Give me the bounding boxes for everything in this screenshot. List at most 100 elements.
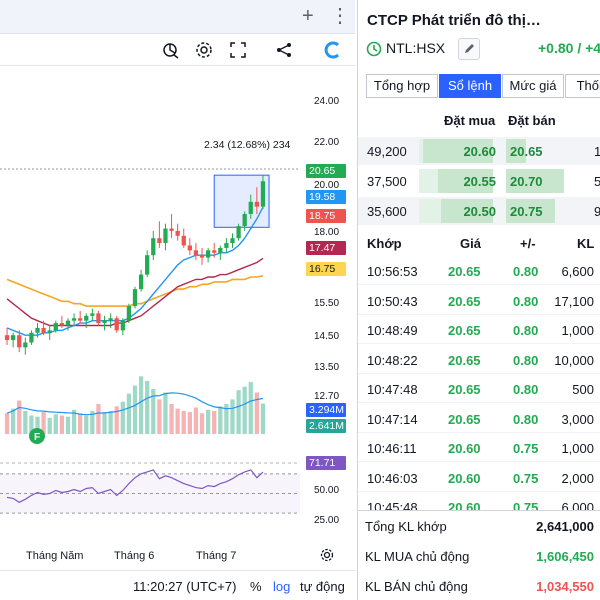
trade-row[interactable]: 10:48:22 20.65 0.80 10,000 [358, 345, 600, 374]
candle-body [65, 320, 71, 326]
candle-body [169, 228, 174, 231]
ask-depth-bar [506, 169, 564, 193]
candle [90, 308, 95, 321]
ask-price: 20.70 [510, 174, 543, 189]
volume-bar [205, 409, 211, 434]
price-axis-label: 14.50 [314, 331, 340, 342]
measure-box[interactable] [213, 174, 270, 228]
volume-bar [248, 382, 253, 434]
candle [157, 221, 162, 248]
volume-bar [102, 412, 107, 434]
candle-body [212, 250, 217, 253]
trade-row[interactable]: 10:47:14 20.65 0.80 3,000 [358, 404, 600, 433]
trades-change-header: +/- [520, 236, 536, 251]
trade-change: 0.80 [513, 323, 539, 338]
volume-bar [236, 390, 241, 434]
price-chart[interactable]: F [0, 66, 355, 540]
candle-body [114, 318, 119, 331]
more-icon[interactable]: ⋮ [330, 5, 350, 27]
volume-bar [59, 415, 65, 434]
volume-bar [138, 376, 144, 434]
candle [187, 238, 192, 256]
price-axis-label: 24.00 [314, 96, 340, 107]
candle-body [151, 238, 156, 256]
candle-body [199, 255, 205, 258]
fullscreen-icon[interactable] [227, 39, 249, 61]
candle [254, 187, 259, 214]
candle [23, 337, 28, 355]
candle-body [47, 330, 52, 333]
add-tab-button[interactable]: + [302, 5, 314, 27]
chart-panel[interactable]: + ⋮ F 24.00 22.00 20.00 18.00 15.50 14.50 13.5… [0, 0, 355, 600]
candle-body [224, 243, 229, 248]
edit-icon[interactable] [458, 38, 480, 60]
tab-statistics[interactable]: Thống [565, 74, 600, 98]
summary-value: 2,641,000 [536, 519, 594, 534]
gear-icon[interactable] [193, 39, 215, 61]
candle-body [53, 323, 58, 331]
dividend-flag[interactable]: F [29, 428, 45, 444]
volume-bar [212, 410, 217, 434]
time-axis: Tháng Năm Tháng 6 Tháng 7 [0, 540, 355, 570]
candle-body [205, 250, 211, 258]
volume-bar [254, 392, 259, 434]
candle [260, 175, 266, 210]
gear-icon[interactable] [320, 548, 334, 567]
candle [236, 223, 241, 241]
trade-volume: 1,000 [561, 323, 594, 338]
trade-change: 0.80 [513, 264, 539, 279]
volume-bar [47, 417, 52, 434]
share-icon[interactable] [273, 39, 295, 61]
price-tag-low_range: 18.75 [306, 209, 346, 223]
trade-price: 20.65 [448, 411, 481, 427]
trade-row[interactable]: 10:46:11 20.60 0.75 1,000 [358, 433, 600, 462]
auto-toggle[interactable]: tự động [300, 579, 345, 594]
dividend-flag-circle[interactable] [29, 428, 45, 444]
chart-tab-bar: + ⋮ [0, 0, 355, 34]
volume-bar [23, 410, 28, 434]
summary-label: KL MUA chủ động [365, 549, 470, 564]
trade-row[interactable]: 10:48:49 20.65 0.80 1,000 [358, 315, 600, 344]
tab-orderbook[interactable]: Sổ lệnh [439, 74, 501, 98]
candle [145, 250, 150, 278]
candle-body [254, 201, 259, 207]
trade-row[interactable]: 10:47:48 20.65 0.80 500 [358, 374, 600, 403]
volume-bar [17, 400, 22, 434]
tab-summary[interactable]: Tổng hợp [366, 74, 438, 98]
tab-price-levels[interactable]: Mức giá [502, 74, 564, 98]
orderbook-row[interactable]: 37,500 20.55 20.70 5 [358, 167, 600, 195]
candle [41, 320, 46, 336]
candle-body [138, 274, 144, 290]
bid-depth-bar [422, 139, 493, 163]
rsi-tag: 71.71 [306, 456, 346, 470]
bid-cell [419, 199, 493, 223]
candle [212, 243, 217, 258]
trade-row[interactable]: 10:56:53 20.65 0.80 6,600 [358, 256, 600, 285]
candle [138, 269, 144, 292]
refresh-icon[interactable] [322, 39, 344, 61]
candle [53, 320, 58, 333]
symbol-label[interactable]: NTL:HSX [386, 40, 446, 56]
orderbook-row[interactable]: 49,200 20.60 20.65 1 [358, 137, 600, 165]
trade-volume: 6,600 [561, 264, 594, 279]
dividend-flag-label: F [34, 432, 40, 443]
candle-body [4, 335, 10, 341]
trade-price: 20.65 [448, 382, 481, 397]
clock-status-icon [366, 41, 382, 62]
trade-change: 0.75 [513, 441, 539, 456]
volume-bar [242, 386, 247, 434]
orderbook-row[interactable]: 35,600 20.50 20.75 9 [358, 197, 600, 225]
log-toggle[interactable]: log [273, 579, 291, 594]
bid-cell [419, 169, 493, 193]
volume-bar [114, 406, 119, 434]
candle [84, 313, 89, 328]
candle-body [230, 238, 235, 244]
price-axis-label: 20.00 [314, 180, 340, 191]
summary-value: 1,034,550 [536, 579, 594, 594]
trade-row[interactable]: 10:46:03 20.60 0.75 2,000 [358, 463, 600, 492]
percent-toggle[interactable]: % [250, 579, 262, 594]
trade-row[interactable]: 10:50:43 20.65 0.80 17,100 [358, 286, 600, 315]
indicator-icon[interactable] [160, 39, 182, 61]
candle [175, 223, 180, 241]
volume-bar [126, 393, 132, 434]
